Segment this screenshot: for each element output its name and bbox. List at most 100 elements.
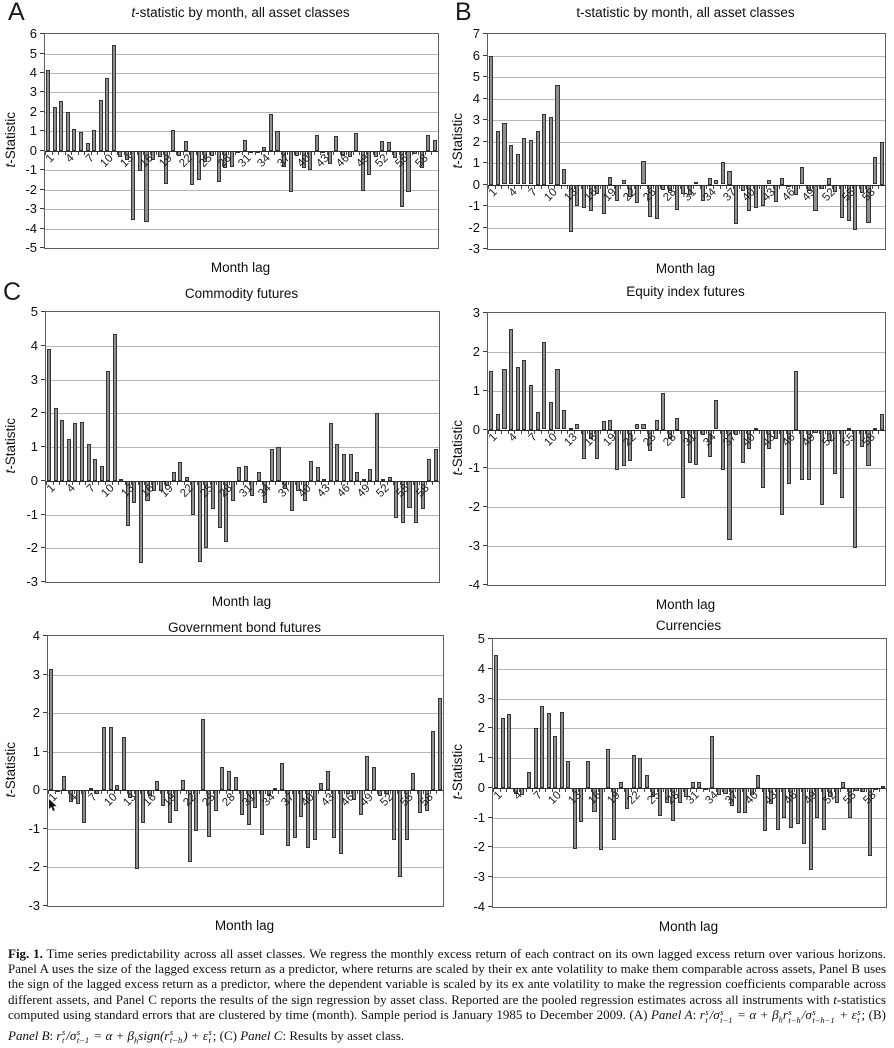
- category-tick-mark: [176, 151, 177, 155]
- category-tick-mark: [845, 430, 847, 434]
- category-tick-mark: [162, 151, 164, 155]
- y-tick-label: 7: [472, 26, 480, 41]
- category-tick-mark: [514, 185, 516, 189]
- bar: [322, 479, 327, 482]
- category-tick-mark: [136, 151, 138, 155]
- category-tick-mark: [438, 151, 439, 155]
- y-tick-label: 3: [472, 305, 480, 320]
- category-tick-mark: [267, 151, 269, 155]
- category-tick-mark: [591, 788, 593, 792]
- category-tick-mark: [807, 788, 809, 792]
- bar: [694, 182, 699, 185]
- category-tick-mark: [234, 151, 236, 155]
- category-tick-mark: [630, 788, 632, 792]
- bar: [873, 156, 878, 185]
- bar: [533, 728, 538, 788]
- category-tick-mark: [54, 791, 56, 795]
- bar: [641, 423, 646, 430]
- category-tick-mark: [686, 185, 688, 189]
- category-tick-mark: [746, 185, 748, 189]
- category-tick-mark: [405, 151, 407, 155]
- category-tick-mark: [431, 151, 433, 155]
- category-tick-mark: [153, 791, 155, 795]
- category-tick-mark: [812, 430, 814, 434]
- y-tick-label: 0: [472, 176, 480, 192]
- category-tick-mark: [373, 481, 375, 485]
- category-tick-mark: [120, 791, 122, 795]
- category-tick-mark: [488, 185, 489, 189]
- bar: [654, 419, 659, 430]
- bar: [85, 142, 90, 151]
- bar: [60, 420, 65, 481]
- category-tick-mark: [560, 185, 562, 189]
- gridline: [488, 55, 885, 57]
- y-tick-mark: [41, 547, 45, 549]
- category-tick-mark: [370, 791, 372, 795]
- category-tick-mark: [159, 791, 161, 795]
- y-tick-label: 5: [477, 631, 485, 646]
- gridline: [48, 828, 443, 830]
- bar: [106, 371, 111, 481]
- bar: [767, 180, 772, 185]
- category-tick-mark: [390, 791, 392, 795]
- category-tick-mark: [398, 151, 400, 155]
- y-tick-mark: [483, 162, 487, 163]
- gridline: [488, 163, 885, 164]
- category-tick-mark: [567, 430, 569, 434]
- category-tick-mark: [360, 481, 362, 485]
- category-tick-mark: [640, 430, 642, 434]
- y-tick-label: -2: [468, 219, 480, 235]
- category-tick-mark: [209, 481, 211, 485]
- category-tick-mark: [258, 791, 260, 795]
- category-tick-mark: [759, 185, 761, 189]
- category-tick-mark: [633, 430, 635, 434]
- category-tick-mark: [346, 151, 348, 155]
- y-tick-label: 3: [472, 112, 480, 127]
- category-tick-mark: [597, 788, 599, 792]
- category-tick-mark: [429, 791, 431, 795]
- category-tick-mark: [637, 788, 639, 792]
- gridline: [46, 379, 439, 381]
- equity-index-futures-chart: Equity index futures t-Statistic -4 -3 -2 -1 0…: [447, 280, 894, 612]
- category-tick-mark: [666, 185, 668, 189]
- caption-italic-text: Panel A: [650, 1006, 693, 1022]
- category-tick-mark: [380, 481, 382, 485]
- category-tick-mark: [794, 788, 796, 792]
- category-tick-mark: [71, 151, 73, 155]
- category-tick-mark: [423, 791, 425, 795]
- category-tick-mark: [320, 151, 322, 155]
- y-tick-label: -2: [28, 859, 40, 875]
- category-tick-mark: [111, 481, 113, 485]
- x-axis-label: Month lag: [655, 597, 716, 612]
- y-tick-mark: [483, 97, 487, 99]
- bar: [585, 761, 590, 788]
- category-tick-mark: [241, 151, 243, 155]
- y-tick-label: 2: [30, 405, 38, 421]
- bar: [800, 167, 805, 185]
- category-tick-mark: [410, 791, 412, 795]
- bar: [426, 135, 431, 151]
- category-tick-mark: [45, 151, 46, 155]
- category-tick-mark: [785, 430, 787, 434]
- bar: [566, 761, 571, 788]
- category-tick-mark: [755, 788, 756, 792]
- category-tick-mark: [87, 791, 89, 795]
- bar: [661, 392, 666, 430]
- y-tick-mark: [41, 378, 45, 380]
- category-tick-mark: [245, 791, 247, 795]
- category-tick-mark: [169, 151, 171, 155]
- y-tick-mark: [40, 52, 44, 54]
- category-tick-mark: [97, 151, 99, 155]
- category-tick-mark: [127, 791, 128, 795]
- y-tick-mark: [488, 846, 492, 848]
- category-tick-mark: [298, 791, 300, 795]
- category-tick-mark: [183, 481, 185, 485]
- y-tick-mark: [483, 119, 487, 120]
- gridline: [45, 53, 438, 55]
- category-tick-mark: [327, 481, 329, 485]
- y-tick-mark: [488, 697, 492, 699]
- y-tick-label: 0: [32, 782, 40, 798]
- category-tick-mark: [190, 481, 192, 485]
- x-axis-label: Month lag: [655, 261, 716, 276]
